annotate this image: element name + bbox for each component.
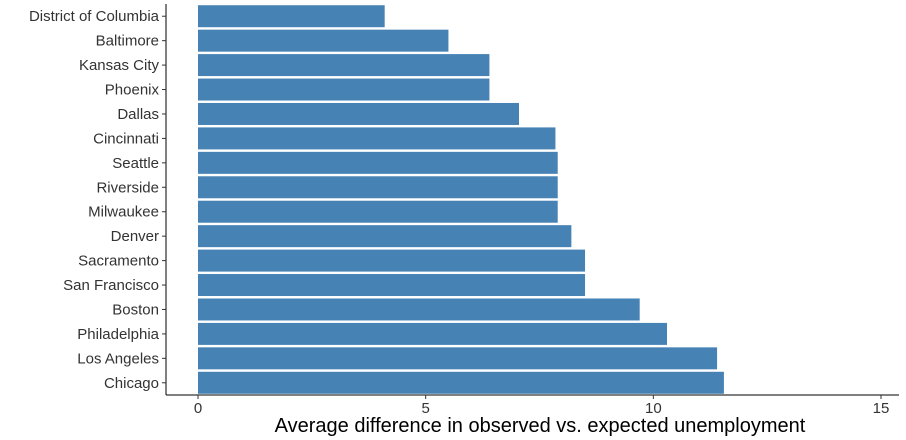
x-tick-label: 0 (194, 400, 202, 417)
bars (198, 5, 724, 394)
bar-milwaukee (198, 200, 558, 223)
bar-district-of-columbia (198, 5, 385, 28)
bar-phoenix (198, 78, 490, 101)
y-tick-label: Dallas (117, 106, 159, 123)
x-axis: 0 5 10 15 (166, 394, 899, 417)
bar-chicago (198, 371, 724, 394)
y-tick-label: Boston (112, 301, 159, 318)
bar-cincinnati (198, 127, 556, 150)
y-tick-label: Los Angeles (77, 350, 159, 367)
y-tick-label: Sacramento (78, 253, 159, 270)
bar-sacramento (198, 249, 586, 272)
y-tick-label: San Francisco (63, 277, 159, 294)
y-tick-label: Kansas City (79, 57, 160, 74)
bar-riverside (198, 176, 558, 199)
bar-san-francisco (198, 274, 586, 297)
bar-baltimore (198, 29, 449, 52)
x-tick-label: 10 (645, 400, 662, 417)
bar-boston (198, 298, 640, 321)
y-tick-label: Baltimore (96, 33, 159, 50)
x-tick-label: 5 (421, 400, 429, 417)
y-tick-label: District of Columbia (29, 8, 160, 25)
y-tick-label: Riverside (96, 179, 159, 196)
y-tick-label: Chicago (104, 375, 159, 392)
x-tick-label: 15 (873, 400, 890, 417)
y-axis: District of Columbia Baltimore Kansas City… (29, 4, 167, 395)
y-tick-label: Denver (111, 228, 159, 245)
bar-dallas (198, 102, 520, 125)
bar-kansas-city (198, 54, 490, 77)
bar-los-angeles (198, 347, 718, 370)
y-tick-label: Cincinnati (93, 130, 159, 147)
bar-philadelphia (198, 322, 667, 345)
bar-seattle (198, 151, 558, 174)
bar-denver (198, 225, 572, 248)
x-axis-title: Average difference in observed vs. expec… (275, 415, 806, 437)
y-tick-label: Milwaukee (88, 204, 159, 221)
y-tick-label: Phoenix (105, 82, 160, 99)
y-tick-label: Philadelphia (77, 326, 159, 343)
y-tick-label: Seattle (112, 155, 159, 172)
